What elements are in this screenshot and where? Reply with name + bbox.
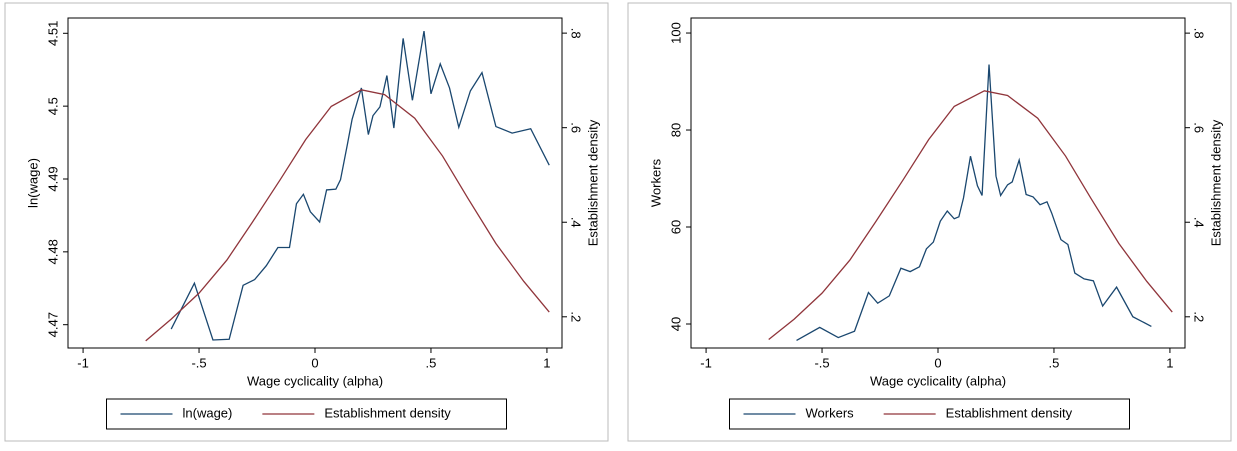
panel: -1 -.5 0 .5 1 40 60 80 100 .2 .4 .6 .8 Wage cyclicali…	[627, 2, 1232, 442]
legend-label: ln(wage)	[183, 405, 233, 420]
x-tick-label: .5	[1049, 355, 1060, 370]
y2-tick-label: .2	[1192, 311, 1207, 322]
x-tick-label: .5	[426, 355, 437, 370]
series-line	[170, 31, 550, 341]
x-tick-label: 1	[1166, 355, 1173, 370]
y-axis-label: ln(wage)	[25, 158, 40, 208]
series-line	[796, 64, 1152, 342]
legend-label: Workers	[806, 405, 855, 420]
plot-area	[690, 17, 1186, 349]
legend-label: Establishment density	[946, 405, 1073, 420]
y2-axis-label: Establishment density	[1208, 119, 1223, 246]
x-tick-label: -.5	[191, 355, 206, 370]
y-tick-label: 4.51	[45, 21, 60, 46]
y-tick-label: 100	[668, 22, 683, 44]
y2-tick-label: .8	[569, 28, 584, 39]
y2-axis-label: Establishment density	[585, 119, 600, 246]
panel: -1 -.5 0 .5 1 4.47 4.48 4.49 4.5 4.51 .2 .4 .6 .8 Wage…	[4, 2, 609, 442]
y-tick-label: 60	[668, 220, 683, 234]
y-tick-label: 4.48	[45, 239, 60, 264]
x-axis-label: Wage cyclicality (alpha)	[247, 373, 383, 388]
y2-tick-label: .2	[569, 311, 584, 322]
y-tick-label: 4.47	[45, 312, 60, 337]
x-tick-label: 1	[543, 355, 550, 370]
series-line	[145, 89, 550, 342]
y2-tick-label: .6	[1192, 122, 1207, 133]
x-tick-label: 0	[311, 355, 318, 370]
plot-area	[67, 17, 563, 349]
x-axis-label: Wage cyclicality (alpha)	[870, 373, 1006, 388]
x-tick-label: -1	[77, 355, 89, 370]
legend-label: Establishment density	[324, 405, 451, 420]
x-tick-label: -1	[700, 355, 712, 370]
y-tick-label: 80	[668, 123, 683, 137]
y-tick-label: 4.49	[45, 166, 60, 191]
y-tick-label: 4.5	[45, 97, 60, 115]
y2-tick-label: .4	[569, 217, 584, 228]
y2-tick-label: .8	[1192, 28, 1207, 39]
x-tick-label: 0	[934, 355, 941, 370]
y-axis-label: Workers	[648, 158, 663, 207]
x-tick-label: -.5	[814, 355, 829, 370]
y2-tick-label: .4	[1192, 217, 1207, 228]
y2-tick-label: .6	[569, 122, 584, 133]
series-line	[768, 90, 1173, 340]
y-tick-label: 40	[668, 317, 683, 331]
